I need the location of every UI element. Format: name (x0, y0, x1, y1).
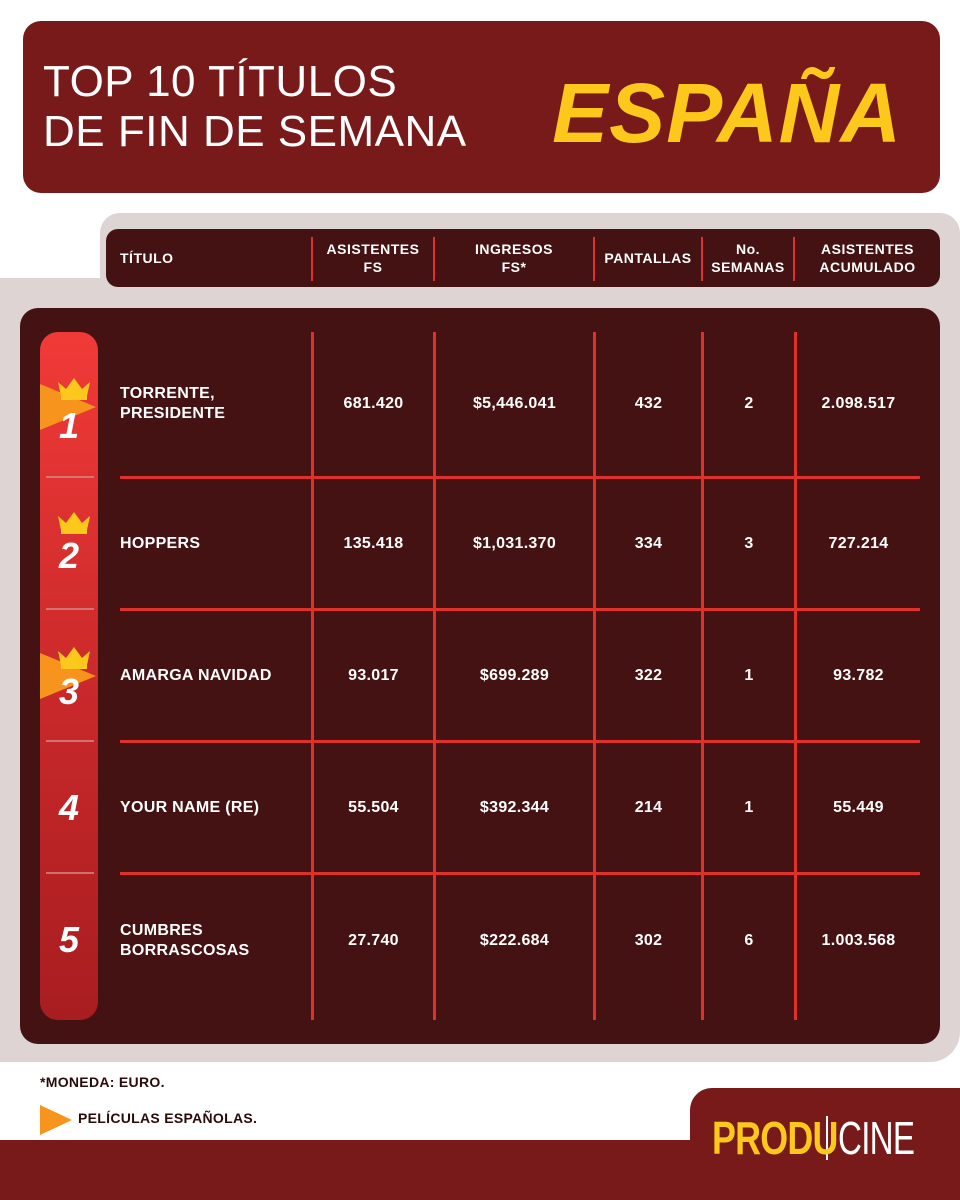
row-2-asistentes-fs: 135.418 (343, 534, 404, 552)
crown-icon (58, 647, 90, 669)
row-5-pantallas: 302 (634, 932, 663, 949)
produ-cine-logo: PRODU CINE (712, 1112, 944, 1164)
logo-cine: CINE (838, 1112, 915, 1164)
row-4-pantallas: 214 (634, 798, 663, 816)
footer-logo-tab (690, 1088, 960, 1200)
grid-horizontal-line (120, 608, 920, 611)
row-5-ingresos-fs: $222.684 (479, 932, 550, 949)
ranking-table-panel (20, 308, 940, 1044)
header-title-line2: DE FIN DE SEMANA (43, 107, 467, 156)
column-separator (793, 237, 795, 281)
header-title-line1: TOP 10 TÍTULOS (43, 57, 398, 106)
column-separator (701, 237, 703, 281)
rank-number: 4 (58, 787, 80, 828)
rank-number: 5 (58, 919, 80, 960)
row-4-asistentes-fs: 55.504 (348, 798, 399, 816)
row-4-ingresos-fs: $392.344 (479, 798, 550, 816)
logo-produ: PRODU (712, 1112, 838, 1164)
row-1-title: TORRENTE, PRESIDENTE (120, 385, 226, 422)
row-3-semanas: 1 (744, 666, 754, 684)
column-header-pantallas: PANTALLAS (604, 250, 692, 266)
row-3-pantallas: 322 (634, 666, 663, 684)
grid-horizontal-line (120, 872, 920, 875)
rank-number: 2 (58, 535, 80, 576)
legend-label: PELÍCULAS ESPAÑOLAS. (78, 1110, 258, 1126)
row-5-semanas: 6 (744, 932, 754, 949)
row-3-title: AMARGA NAVIDAD (120, 666, 272, 684)
row-1-acumulado: 2.098.517 (821, 395, 896, 412)
rank-number: 1 (58, 405, 80, 446)
header-banner: TOP 10 TÍTULOS DE FIN DE SEMANA ESPAÑA (23, 21, 940, 193)
orange-triangle-flag-icon (40, 653, 96, 699)
column-header-bar: TÍTULO ASISTENTES FS INGRESOS FS* PANTAL… (106, 229, 940, 287)
rank-separator (46, 872, 94, 874)
row-3-ingresos-fs: $699.289 (479, 666, 550, 684)
row-2-semanas: 3 (744, 534, 754, 552)
row-3-acumulado: 93.782 (833, 666, 884, 684)
rank-separator (46, 740, 94, 742)
row-4-acumulado: 55.449 (833, 798, 884, 816)
row-5-asistentes-fs: 27.740 (348, 932, 399, 949)
grid-vertical-line (794, 332, 797, 1020)
currency-footnote: *MONEDA: EURO. (40, 1074, 165, 1090)
rank-separator (46, 476, 94, 478)
grid-vertical-line (433, 332, 436, 1020)
column-separator (311, 237, 313, 281)
row-1-asistentes-fs: 681.420 (343, 395, 404, 412)
row-1-semanas: 2 (744, 395, 754, 412)
header-country: ESPAÑA (552, 66, 902, 160)
crown-icon (58, 378, 90, 400)
grid-vertical-line (701, 332, 704, 1020)
row-2-title: HOPPERS (120, 534, 201, 552)
grid-horizontal-line (120, 740, 920, 743)
row-2-acumulado: 727.214 (828, 534, 889, 552)
grid-vertical-line (311, 332, 314, 1020)
orange-triangle-flag-icon (40, 1105, 72, 1135)
row-3-asistentes-fs: 93.017 (348, 666, 399, 684)
row-1-pantallas: 432 (634, 395, 663, 412)
header-title: TOP 10 TÍTULOS DE FIN DE SEMANA (43, 57, 503, 157)
row-4-semanas: 1 (744, 798, 754, 816)
column-header-acumulado: ASISTENTES ACUMULADO (819, 241, 916, 275)
column-header-asistentes-fs: ASISTENTES FS (326, 241, 420, 275)
orange-triangle-flag-icon (40, 384, 96, 430)
row-5-title: CUMBRES BORRASCOSAS (120, 922, 250, 959)
crown-icon (58, 512, 90, 534)
column-separator (593, 237, 595, 281)
rank-number: 3 (58, 671, 80, 712)
grid-horizontal-line (120, 476, 920, 479)
rank-separator (46, 608, 94, 610)
column-header-ingresos-fs: INGRESOS FS* (475, 241, 553, 275)
column-header-titulo: TÍTULO (120, 250, 174, 266)
row-5-acumulado: 1.003.568 (821, 932, 896, 949)
logo-divider (826, 1116, 828, 1160)
row-2-pantallas: 334 (634, 534, 663, 552)
row-2-ingresos-fs: $1,031.370 (472, 534, 557, 552)
grid-vertical-line (593, 332, 596, 1020)
column-separator (433, 237, 435, 281)
column-header-semanas: No. SEMANAS (711, 241, 785, 275)
row-4-title: YOUR NAME (RE) (120, 798, 260, 816)
row-1-ingresos-fs: $5,446.041 (472, 395, 557, 412)
